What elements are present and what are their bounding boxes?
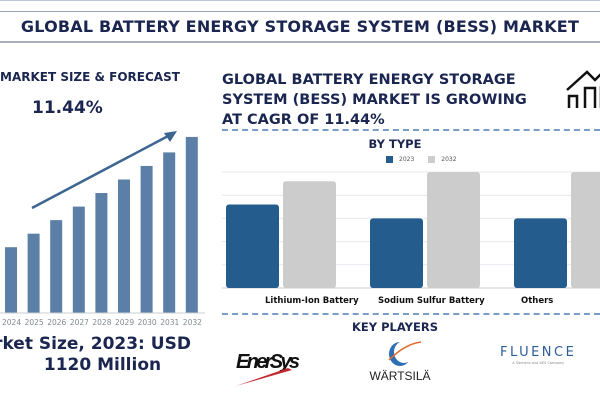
legend-item-2032: 2032 [428, 156, 457, 163]
category-label-others: Others [521, 296, 554, 306]
svg-text:EnerSys: EnerSys [236, 351, 300, 373]
type-bar-2032 [283, 181, 336, 288]
arrow-head-icon [164, 131, 177, 142]
category-label-sodium: Sodium Sulfur Battery [378, 296, 485, 306]
year-label: 2024 [2, 318, 22, 327]
type-bar-2032 [427, 172, 480, 288]
trend-arrow [31, 133, 171, 210]
wartsila-logo: WÄRTSILÄ [365, 338, 435, 388]
fluence-logo: FLUENCE A Siemens and AES Company [500, 345, 577, 365]
year-label: 2032 [182, 318, 202, 327]
forecast-bar [118, 179, 130, 313]
forecast-bar [5, 247, 17, 313]
page-title: GLOBAL BATTERY ENERGY STORAGE SYSTEM (BE… [20, 17, 580, 36]
year-label: 2026 [47, 318, 67, 327]
house-chart-icon [566, 70, 600, 108]
cagr-value: 11.44% [32, 98, 103, 118]
title-bar: GLOBAL BATTERY ENERGY STORAGE SYSTEM (BE… [0, 11, 600, 43]
by-type-title: BY TYPE [368, 137, 422, 151]
year-label: 2029 [115, 318, 135, 327]
market-size-line2: 1120 Million [43, 355, 162, 375]
key-players-title: KEY PLAYERS [352, 320, 438, 334]
svg-text:WÄRTSILÄ: WÄRTSILÄ [369, 369, 430, 383]
divider-bottom [222, 313, 600, 315]
forecast-bar [140, 165, 153, 313]
year-axis-labels: 2024 2025 2026 2027 2028 2029 2030 2031 2032 [0, 318, 205, 330]
legend-swatch-2023 [386, 156, 393, 163]
forecast-bar [185, 136, 198, 313]
forecast-bar [50, 220, 63, 313]
enersys-logo: EnerSys [232, 340, 312, 394]
top-border [0, 0, 600, 1]
forecast-bar [72, 206, 85, 313]
year-label: 2027 [69, 318, 89, 327]
type-bar-2023 [226, 204, 279, 288]
by-type-chart [222, 171, 600, 289]
divider-top [222, 129, 600, 131]
legend-item-2023: 2023 [386, 156, 414, 163]
market-size-title: MARKET SIZE & FORECAST [0, 70, 180, 84]
market-size-value: rket Size, 2023: USD 1120 Million [0, 334, 205, 376]
forecast-bar [27, 233, 40, 313]
year-label: 2030 [137, 318, 157, 327]
forecast-bar [163, 152, 176, 313]
category-label-lithium: Lithium-Ion Battery [265, 296, 359, 306]
legend-swatch-2032 [428, 156, 436, 163]
type-bar-2023 [514, 218, 567, 288]
type-bar-2023 [370, 218, 423, 288]
market-forecast-chart [0, 131, 205, 314]
headline: GLOBAL BATTERY ENERGY STORAGE SYSTEM (BE… [222, 72, 527, 128]
forecast-bar [95, 193, 108, 313]
year-label: 2025 [24, 318, 44, 327]
market-size-line1: rket Size, 2023: USD [0, 334, 191, 354]
year-label: 2028 [92, 318, 112, 327]
year-label: 2031 [160, 318, 180, 327]
type-bar-2032 [571, 172, 600, 288]
chart-legend: 2023 2032 [386, 156, 457, 163]
